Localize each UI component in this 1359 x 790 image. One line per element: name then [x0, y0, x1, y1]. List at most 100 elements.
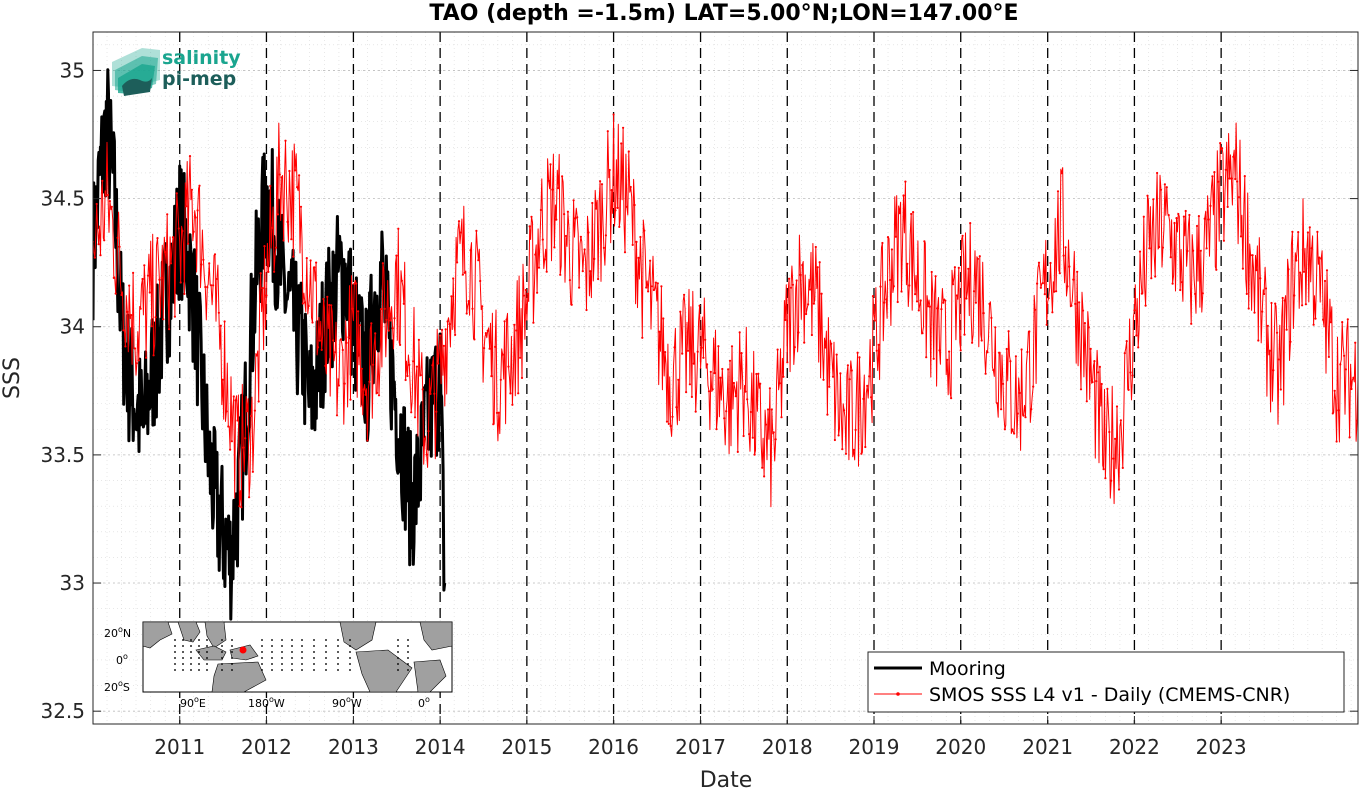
series-smos-marker [974, 301, 978, 304]
inset-station-dot [349, 663, 351, 665]
series-smos-marker [370, 322, 373, 325]
axes-box [92, 31, 1359, 725]
inset-station-dot [349, 639, 351, 641]
series-smos-marker [862, 397, 865, 400]
series-smos-marker [581, 270, 584, 273]
inset-station-dot [313, 645, 315, 647]
series-smos-marker [1247, 307, 1250, 310]
series-smos-marker [818, 261, 821, 264]
series-smos-marker [793, 346, 796, 349]
series-smos-marker [664, 351, 667, 354]
series-smos-marker [858, 356, 861, 359]
series-smos-marker [257, 400, 260, 403]
series-smos-marker [719, 376, 722, 379]
series-smos-marker [507, 365, 510, 368]
x-tick-label: 2013 [328, 735, 379, 759]
series-smos-marker [379, 308, 383, 311]
series-smos-marker [536, 291, 539, 294]
series-smos-marker [934, 275, 937, 278]
inset-map-land [142, 621, 453, 693]
series-smos-marker [1295, 259, 1298, 262]
series-smos-marker [583, 248, 586, 251]
series-smos-marker [1215, 268, 1218, 271]
series-smos-marker [339, 338, 342, 341]
series-smos-marker [1013, 432, 1016, 435]
inset-station-dot [190, 651, 192, 653]
series-smos-marker [1097, 371, 1100, 374]
series-smos-marker [946, 358, 949, 361]
series-smos-marker [294, 169, 297, 172]
legend-marker-smos [896, 692, 900, 696]
x-axis-ticks: 2011 2012 2013 2014 2015 2016 2017 2018 2019 2020… [154, 716, 1247, 759]
series-smos-marker [1032, 385, 1035, 388]
series-smos-marker [1034, 308, 1037, 311]
series-smos-marker [709, 370, 712, 373]
series-smos-marker [357, 310, 360, 313]
series-smos-marker [698, 304, 701, 307]
series-smos-marker [559, 273, 562, 276]
series-smos-marker [768, 387, 772, 390]
series-smos-marker [1005, 347, 1008, 351]
series-smos-marker [1289, 340, 1292, 343]
series-smos-marker [99, 254, 102, 257]
y-axis-label: SSS [0, 357, 25, 399]
inset-station-dot [206, 639, 208, 641]
series-smos-marker [177, 227, 180, 230]
series-smos-marker [242, 446, 245, 449]
series-smos-marker [982, 312, 985, 315]
inset-station-dot [182, 645, 184, 647]
series-smos-marker [860, 452, 863, 455]
inset-station-dot [313, 657, 315, 659]
series-smos-marker [1293, 294, 1296, 297]
series-smos-marker [166, 213, 169, 216]
series-smos-marker [1266, 324, 1269, 327]
series-smos-marker [395, 254, 398, 257]
inset-station-dot [206, 663, 208, 665]
series-smos-marker [1281, 296, 1284, 300]
series-smos-marker [826, 413, 829, 416]
x-axis-label: Date [700, 768, 753, 790]
series-smos-marker [1081, 309, 1085, 312]
series-smos-marker [130, 314, 133, 317]
inset-station-dot [407, 639, 409, 641]
series-smos-marker [757, 372, 760, 375]
series-smos-marker [610, 189, 613, 192]
series-smos-marker [1108, 430, 1111, 434]
series-smos-marker [1009, 360, 1012, 363]
series-smos-marker [128, 284, 131, 287]
series-smos-marker [366, 439, 369, 442]
series-smos-marker [618, 225, 621, 228]
inset-station-dot [291, 663, 293, 665]
series-smos-marker [454, 333, 457, 336]
series-smos-marker [1205, 247, 1208, 250]
series-smos-marker [1226, 205, 1229, 208]
series-smos-marker [892, 285, 895, 288]
series-smos-marker [906, 262, 909, 265]
series-smos-marker [683, 293, 686, 296]
y-tick-label: 33 [60, 571, 85, 595]
series-smos-marker [1030, 408, 1033, 411]
series-smos-marker [1211, 175, 1214, 178]
series-line-smos [93, 114, 1358, 508]
inset-station-dot [349, 669, 351, 671]
series-smos-marker [673, 346, 676, 349]
series-smos-marker [957, 266, 960, 269]
series-smos-marker [763, 475, 766, 478]
series-smos-marker [753, 453, 756, 456]
inset-station-dot [182, 669, 184, 671]
inset-station-dot [206, 669, 208, 671]
series-smos-marker [561, 175, 564, 178]
series-smos-marker [236, 419, 239, 422]
series-smos-marker [471, 307, 474, 310]
series-smos-marker [782, 375, 785, 378]
series-smos-marker [526, 292, 529, 295]
series-smos-marker [377, 394, 381, 397]
series-smos-marker [623, 251, 627, 254]
series-smos-marker [537, 266, 541, 269]
series-smos-marker [93, 256, 96, 259]
series-smos-marker [433, 392, 436, 395]
series-smos-marker [385, 318, 388, 321]
series-smos-marker [328, 303, 331, 307]
series-smos-marker [255, 354, 258, 357]
series-smos-marker [221, 378, 224, 381]
